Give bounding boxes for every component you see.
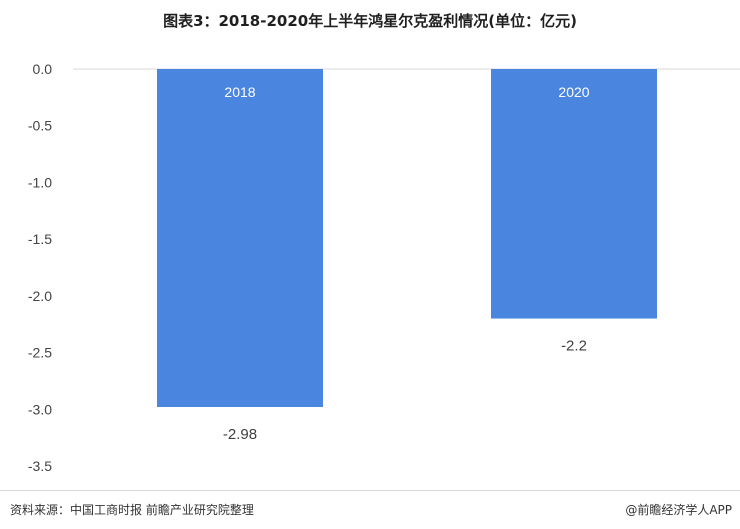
bar-chart: 0.0 -0.5 -1.0 -1.5 -2.0 -2.5 -3.0 -3.5 2018 -2.9… <box>28 61 740 474</box>
y-tick-label: -1.5 <box>28 231 52 247</box>
y-tick-label: -3.0 <box>28 401 52 417</box>
brand-credit: @前瞻经济学人APP <box>625 503 732 517</box>
source-note: 资料来源：中国工商时报 前瞻产业研究院整理 <box>10 503 254 517</box>
y-axis-ticks: 0.0 -0.5 -1.0 -1.5 -2.0 -2.5 -3.0 -3.5 <box>28 61 52 474</box>
bar-2018 <box>157 69 323 408</box>
bar-labels: 2018 -2.98 2020 -2.2 <box>223 84 590 443</box>
bar-value-label: -2.98 <box>223 426 257 443</box>
bar-value-label: -2.2 <box>561 338 587 355</box>
bar-category-label: 2020 <box>558 84 589 100</box>
bars <box>157 69 657 408</box>
y-tick-label: -2.0 <box>28 288 52 304</box>
footer: 资料来源：中国工商时报 前瞻产业研究院整理 @前瞻经济学人APP <box>0 490 740 529</box>
y-tick-label: -0.5 <box>28 118 52 134</box>
y-tick-label: -3.5 <box>28 458 52 474</box>
bar-2020 <box>491 69 657 319</box>
y-tick-label: -1.0 <box>28 174 52 190</box>
bar-category-label: 2018 <box>224 84 255 100</box>
chart-title: 图表3：2018-2020年上半年鸿星尔克盈利情况(单位：亿元) <box>163 12 577 30</box>
y-tick-label: 0.0 <box>33 61 53 77</box>
y-tick-label: -2.5 <box>28 345 52 361</box>
